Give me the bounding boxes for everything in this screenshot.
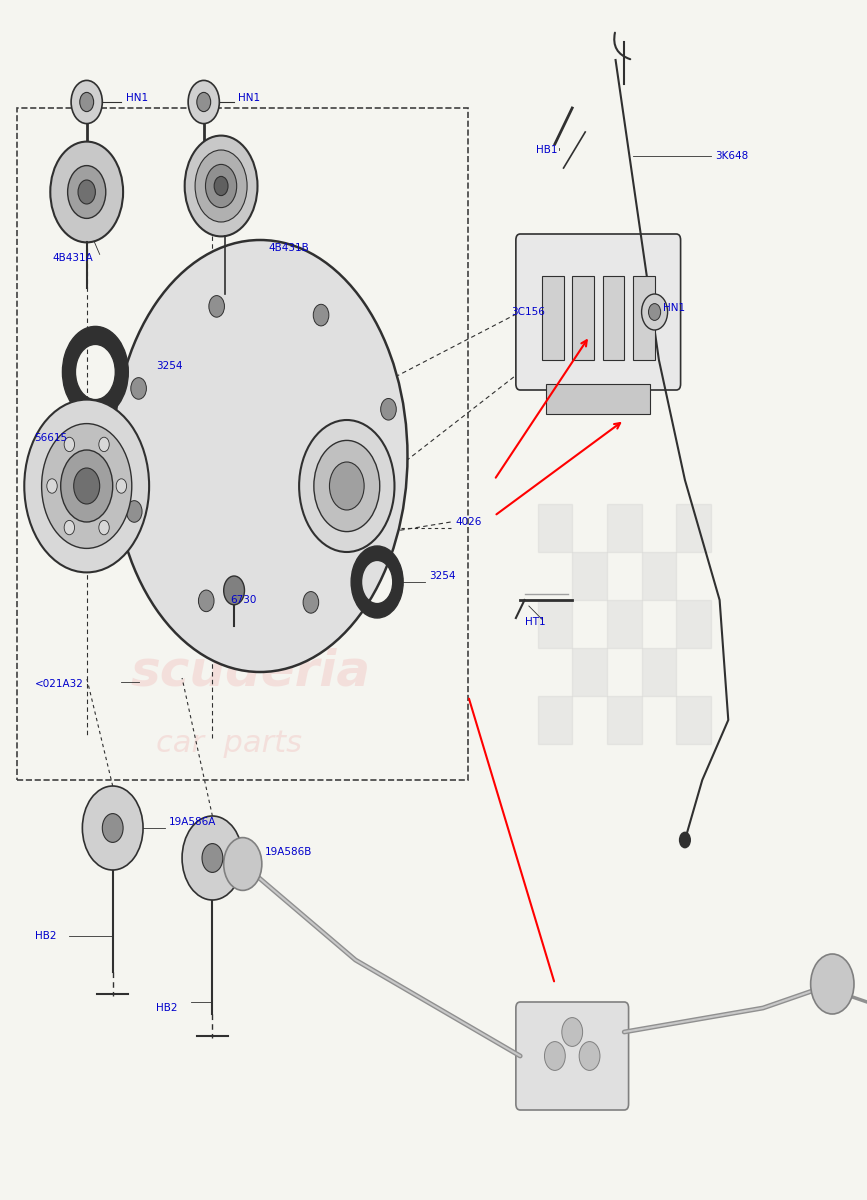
Bar: [642, 648, 676, 696]
Text: HB2: HB2: [35, 931, 56, 941]
Text: 3254: 3254: [156, 361, 183, 371]
Circle shape: [381, 398, 396, 420]
Text: 56615: 56615: [35, 433, 68, 443]
Circle shape: [642, 294, 668, 330]
Bar: [572, 276, 594, 360]
Circle shape: [24, 400, 149, 572]
Circle shape: [99, 437, 109, 451]
Circle shape: [71, 80, 102, 124]
Text: <021A32: <021A32: [35, 679, 83, 689]
Circle shape: [679, 832, 691, 848]
Circle shape: [205, 164, 237, 208]
Text: 3254: 3254: [429, 571, 456, 581]
Circle shape: [313, 305, 329, 326]
Circle shape: [74, 468, 100, 504]
Circle shape: [544, 1042, 565, 1070]
FancyBboxPatch shape: [516, 234, 681, 390]
Bar: [538, 504, 572, 552]
Circle shape: [182, 816, 243, 900]
Bar: [542, 276, 564, 360]
Circle shape: [47, 479, 57, 493]
Text: 3C156: 3C156: [512, 307, 545, 317]
Circle shape: [64, 521, 75, 535]
Circle shape: [68, 166, 106, 218]
Circle shape: [61, 450, 113, 522]
Circle shape: [185, 136, 257, 236]
Circle shape: [195, 150, 247, 222]
Bar: [572, 648, 607, 696]
Circle shape: [116, 479, 127, 493]
Text: car  parts: car parts: [156, 730, 302, 758]
Bar: [607, 504, 642, 552]
Text: S: S: [243, 576, 315, 672]
Text: HN1: HN1: [238, 94, 261, 103]
FancyBboxPatch shape: [516, 1002, 629, 1110]
Bar: [633, 276, 655, 360]
Bar: [572, 552, 607, 600]
Bar: [603, 276, 624, 360]
Text: 4B431B: 4B431B: [269, 244, 310, 253]
Circle shape: [649, 304, 661, 320]
Circle shape: [224, 838, 262, 890]
Circle shape: [224, 576, 244, 605]
Circle shape: [78, 180, 95, 204]
Bar: [676, 696, 711, 744]
Text: scuderia: scuderia: [130, 648, 370, 696]
Circle shape: [188, 80, 219, 124]
Circle shape: [127, 500, 142, 522]
Circle shape: [93, 428, 107, 448]
Ellipse shape: [113, 240, 407, 672]
Circle shape: [299, 420, 394, 552]
Text: 19A586A: 19A586A: [169, 817, 217, 827]
Text: 4B431A: 4B431A: [52, 253, 93, 263]
Circle shape: [82, 786, 143, 870]
Text: 19A586B: 19A586B: [264, 847, 312, 857]
Circle shape: [303, 592, 319, 613]
Bar: [607, 600, 642, 648]
Circle shape: [209, 295, 225, 317]
Bar: [607, 696, 642, 744]
Bar: [538, 600, 572, 648]
Circle shape: [214, 176, 228, 196]
Circle shape: [50, 142, 123, 242]
Circle shape: [64, 437, 75, 451]
Circle shape: [99, 521, 109, 535]
Circle shape: [42, 424, 132, 548]
Circle shape: [329, 462, 364, 510]
Circle shape: [811, 954, 854, 1014]
Circle shape: [579, 1042, 600, 1070]
Bar: [546, 384, 650, 414]
Text: HN1: HN1: [126, 94, 148, 103]
Text: HN1: HN1: [663, 304, 686, 313]
Text: HT1: HT1: [525, 617, 545, 626]
Circle shape: [80, 92, 94, 112]
Bar: [676, 504, 711, 552]
Bar: [642, 552, 676, 600]
Circle shape: [202, 844, 223, 872]
Text: 3K648: 3K648: [715, 151, 748, 161]
Circle shape: [562, 1018, 583, 1046]
Bar: [538, 696, 572, 744]
Text: HB2: HB2: [156, 1003, 178, 1013]
Bar: [676, 600, 711, 648]
Circle shape: [102, 814, 123, 842]
Circle shape: [199, 590, 214, 612]
Text: 4026: 4026: [455, 517, 481, 527]
Circle shape: [131, 378, 147, 400]
Circle shape: [314, 440, 380, 532]
Text: HB1: HB1: [536, 145, 557, 155]
Circle shape: [197, 92, 211, 112]
Text: 6730: 6730: [230, 595, 256, 605]
